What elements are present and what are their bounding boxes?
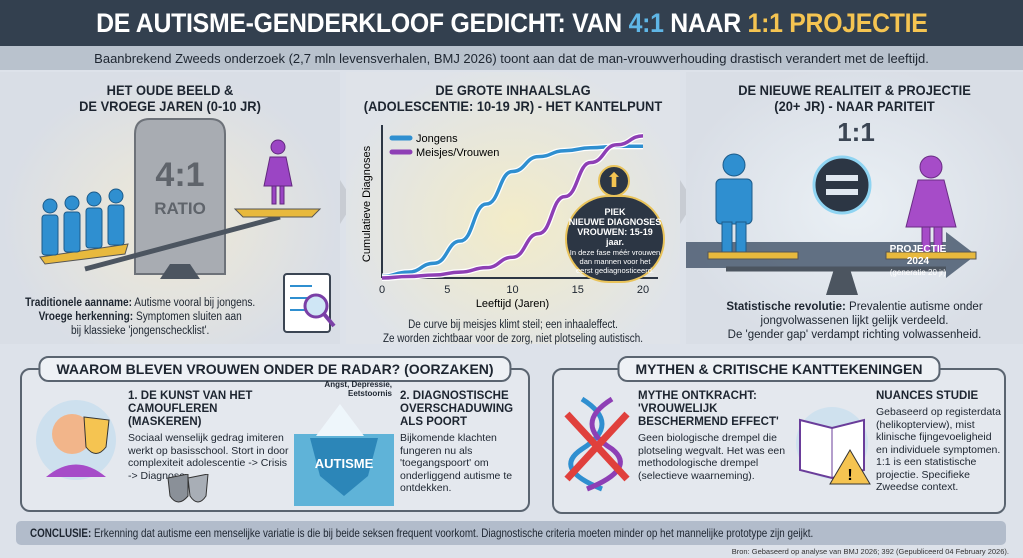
chart-caption: De curve bij meisjes klimt steil; een in… xyxy=(382,319,644,345)
y-axis-label: Cumulatieve Diagnoses xyxy=(361,145,373,262)
subtitle: Baanbrekend Zweeds onderzoek (2,7 mln le… xyxy=(0,46,1023,70)
man-figure-icon xyxy=(715,153,753,253)
panel-title: DE NIEUWE REALITEIT & PROJECTIE (20+ JR) … xyxy=(738,82,971,114)
conclusion-bar: CONCLUSIE: Erkenning dat autisme een men… xyxy=(16,521,1006,545)
x-tick-label: 15 xyxy=(572,284,584,296)
panel-title: DE GROTE INHAALSLAG (ADOLESCENTIE: 10-19 … xyxy=(363,82,663,114)
x-tick-label: 0 xyxy=(379,284,385,296)
panel-new-reality: DE NIEUWE REALITEIT & PROJECTIE (20+ JR) … xyxy=(686,72,1023,344)
parity-ratio: 1:1 xyxy=(837,117,875,147)
balance-illustration xyxy=(686,153,977,295)
iceberg-top-label: Angst, Depressie, Eetstoornis xyxy=(324,380,392,398)
panel-old-view: HET OUDE BEELD & DE VROEGE JAREN (0-10 JR… xyxy=(0,72,340,344)
seesaw-illustration: 4:1 RATIO xyxy=(39,118,322,279)
arrow-up-icon: ⬆ xyxy=(598,165,630,197)
girl-figure-icon xyxy=(263,139,293,205)
myths-box: MYTHEN & CRITISCHE KANTTEKENINGEN MYTHE … xyxy=(552,356,1006,514)
stone-label: RATIO xyxy=(154,199,206,218)
x-axis-label: Leeftijd (Jaren) xyxy=(476,298,549,310)
stone-ratio: 4:1 xyxy=(155,156,204,194)
cause-2: 2. DIAGNOSTISCHE OVERSCHADUWING ALS POOR… xyxy=(400,390,514,494)
book-warning-icon: ! xyxy=(796,407,871,485)
myths-title: MYTHEN & CRITISCHE KANTTEKENINGEN xyxy=(617,356,941,382)
panel-title: HET OUDE BEELD & DE VROEGE JAREN (0-10 JR… xyxy=(79,82,261,114)
panel1-text: Traditionele aanname: Autisme vooral bij… xyxy=(25,297,256,337)
crossed-dna-icon xyxy=(564,396,630,492)
projection-label: PROJECTIE 2024 (generatie 20 jr) xyxy=(889,244,947,277)
equals-icon xyxy=(812,155,872,215)
iceberg-icon: AUTISME xyxy=(294,404,394,506)
source-note: Bron: Gebaseerd op analyse van BMJ 2026;… xyxy=(731,547,1009,556)
theater-masks-icon xyxy=(167,474,209,503)
study-nuances: NUANCES STUDIE Gebaseerd op registerdata … xyxy=(876,390,1001,493)
cause-1: 1. DE KUNST VAN HET CAMOUFLEREN (MASKERE… xyxy=(128,390,289,482)
svg-text:!: ! xyxy=(847,467,852,484)
legend-label: Jongens xyxy=(416,133,458,145)
causes-box: WAAROM BLEVEN VROUWEN ONDER DE RADAR? (O… xyxy=(20,356,530,512)
boys-figures-icon xyxy=(41,188,125,256)
diagnoses-line-chart: 0 5 10 15 20 Leeftijd (Jaren) Cumulatieve Diag… xyxy=(361,125,658,310)
x-tick-label: 5 xyxy=(444,284,450,296)
x-tick-label: 10 xyxy=(506,284,518,296)
masking-woman-icon xyxy=(36,400,116,480)
causes-title: WAAROM BLEVEN VROUWEN ONDER DE RADAR? (O… xyxy=(38,356,512,382)
woman-figure-icon xyxy=(905,155,957,253)
peak-callout: PIEK NIEUWE DIAGNOSES VROUWEN: 15-19 jaar.… xyxy=(565,195,665,283)
iceberg-label: AUTISME xyxy=(315,456,374,471)
myth-1: MYTHE ONTKRACHT: 'VROUWELIJK BESCHERMEND… xyxy=(638,390,786,482)
x-tick-label: 20 xyxy=(637,284,649,296)
header: DE AUTISME-GENDERKLOOF GEDICHT: VAN 4:1 … xyxy=(0,0,1023,46)
legend-label: Meisjes/Vrouwen xyxy=(416,147,499,159)
panel3-text: Statistische revolutie: Prevalentie auti… xyxy=(726,301,983,341)
page-title: DE AUTISME-GENDERKLOOF GEDICHT: VAN 4:1 … xyxy=(95,7,928,38)
checklist-icon xyxy=(283,273,336,333)
